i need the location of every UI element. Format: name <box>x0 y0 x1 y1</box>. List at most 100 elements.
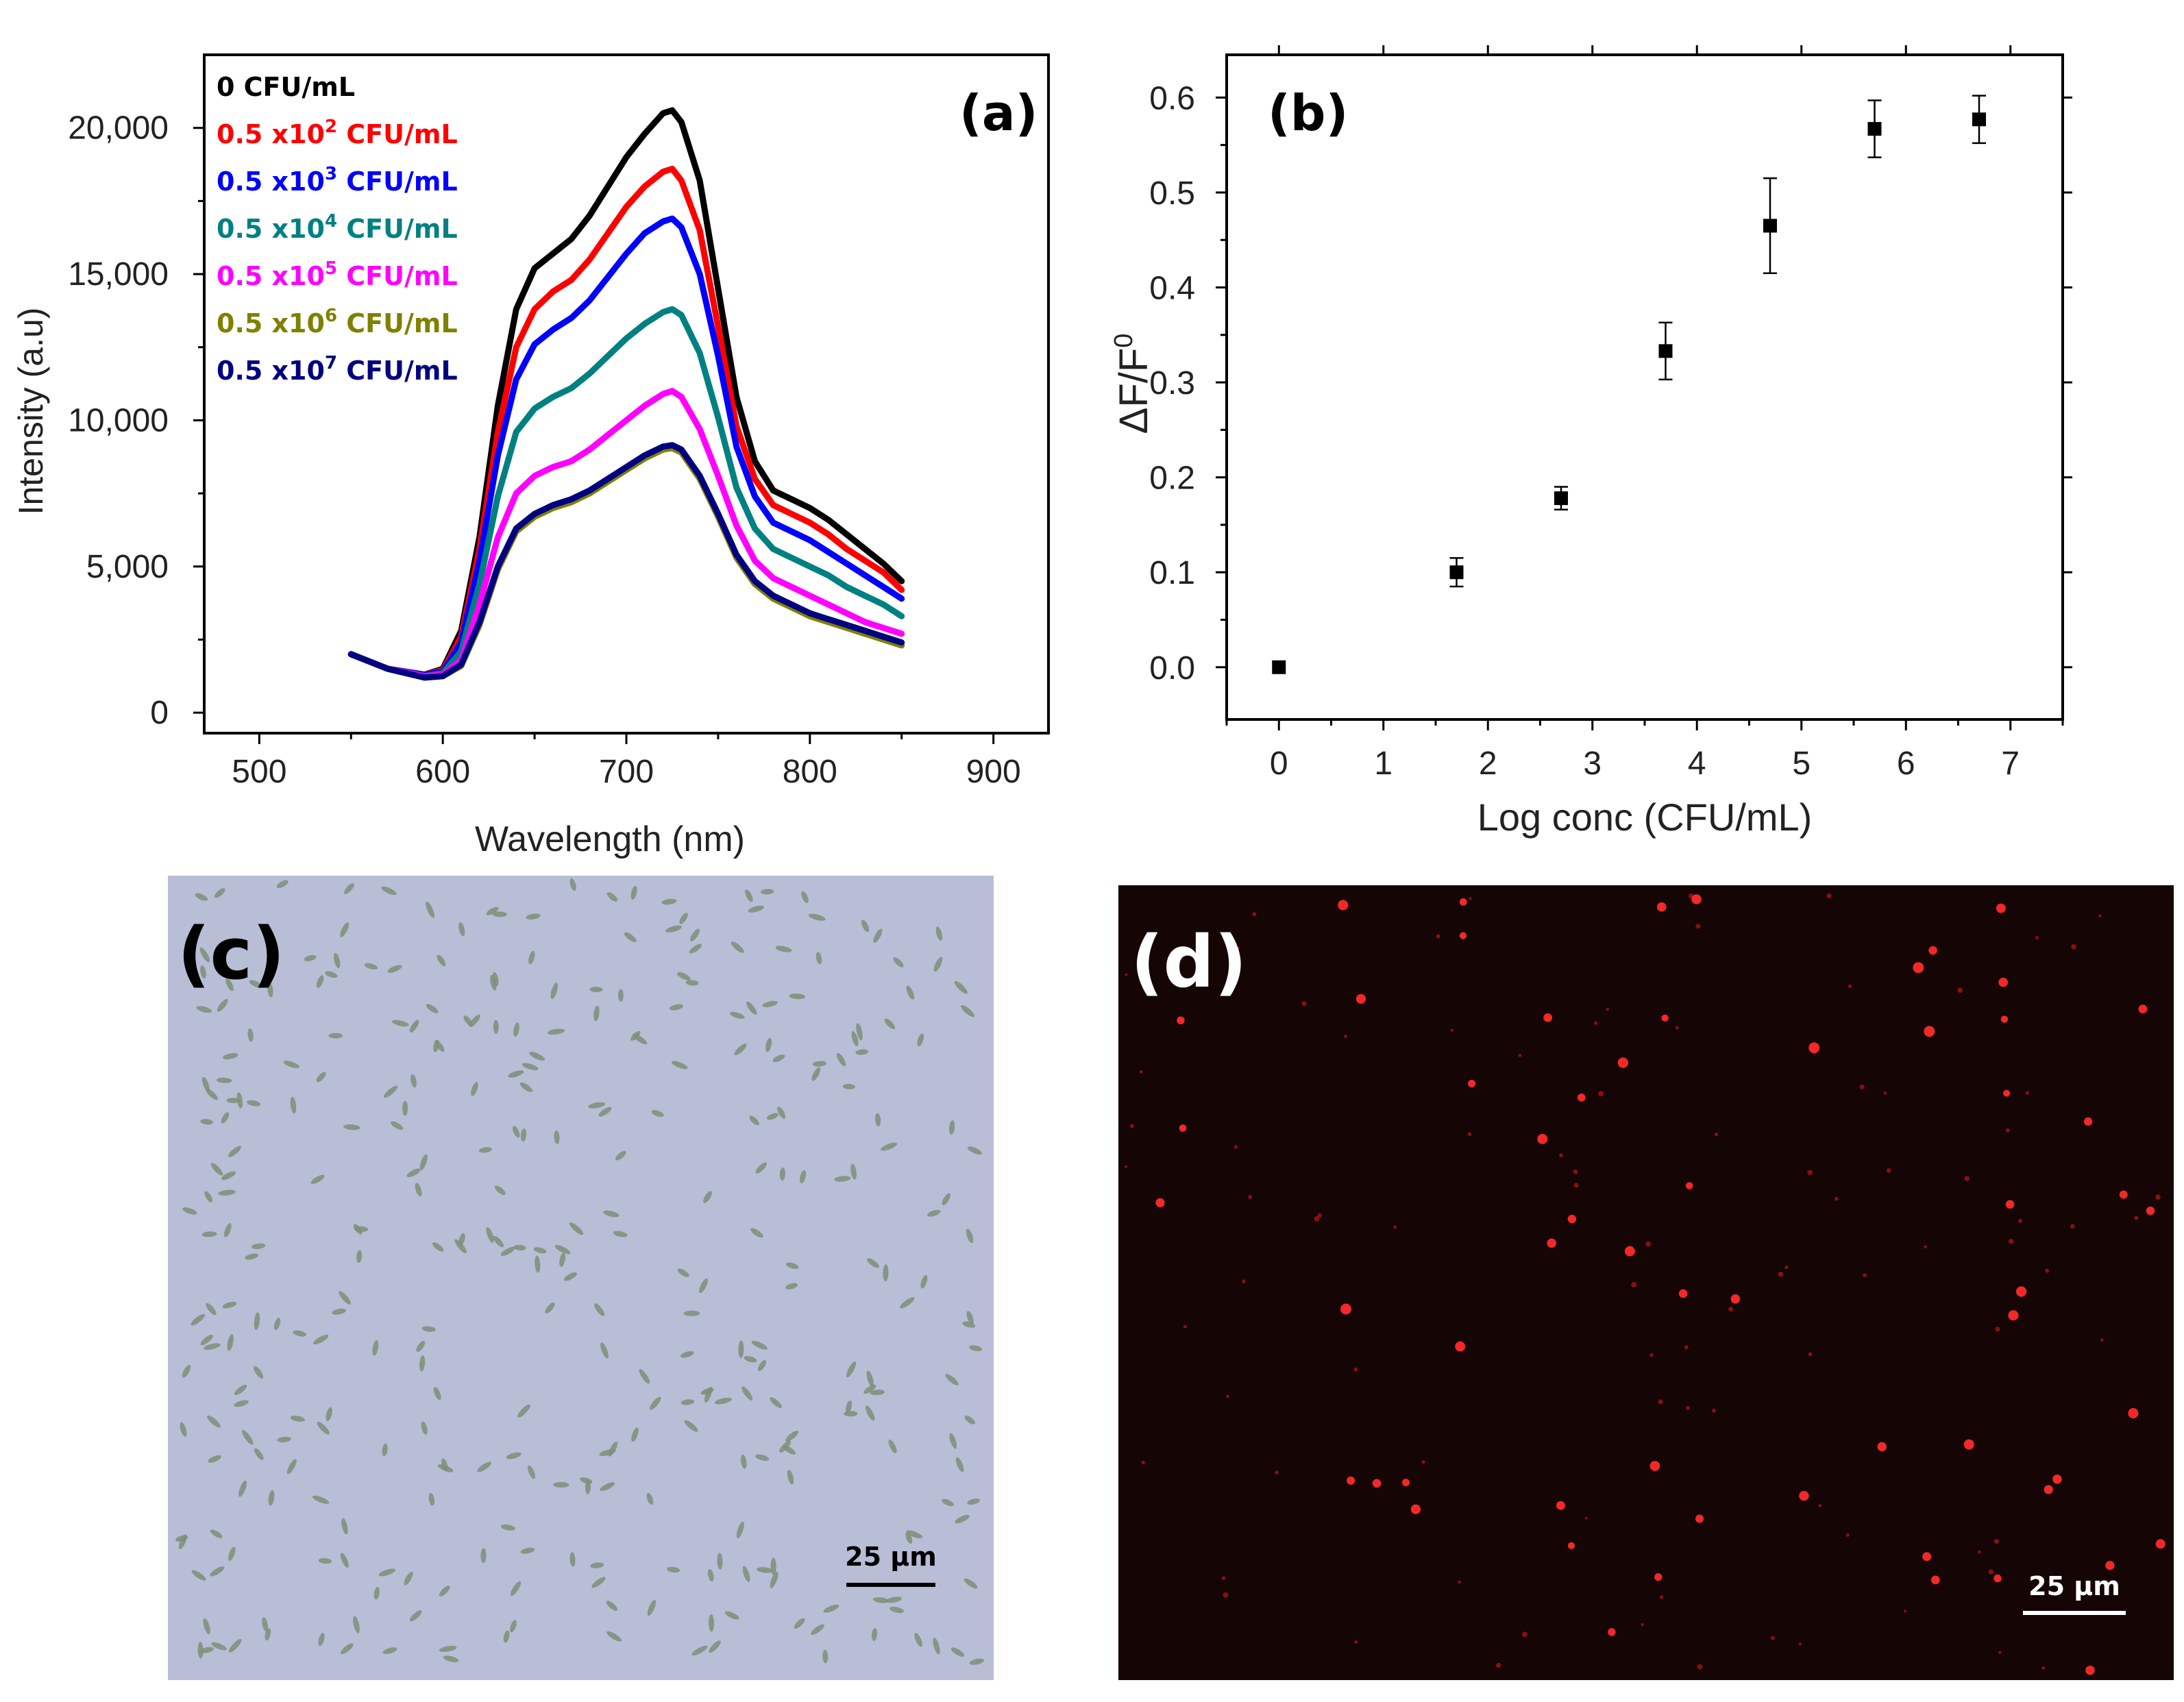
bacterium-cell <box>730 1011 745 1019</box>
bacterium-cell <box>690 928 700 941</box>
bacterium-cell <box>689 944 702 954</box>
fluorescent-spot <box>1459 932 1467 939</box>
bacterium-cell <box>533 1247 547 1254</box>
bacterium-cell <box>856 1023 863 1041</box>
bacterium-cell <box>969 1658 984 1665</box>
fluorescent-spot <box>1826 893 1832 899</box>
bacterium-cell <box>520 1547 535 1554</box>
bacterium-cell <box>378 1568 396 1577</box>
bacterium-cell <box>750 1228 763 1238</box>
bacterium-cell <box>426 901 434 918</box>
bacterium-cell <box>402 1100 408 1116</box>
bacterium-cell <box>569 1552 576 1567</box>
bacterium-cell <box>364 963 378 970</box>
bacterium-cell <box>201 1076 210 1092</box>
bacterium-cell <box>545 1302 555 1314</box>
fluorescent-spot <box>1584 1516 1588 1520</box>
panel-a-legend-entry: 0.5 x102 CFU/mL <box>217 116 458 149</box>
panel-b-y-tick-label: 0.3 <box>1149 365 1195 402</box>
bacterium-cell <box>508 1070 524 1078</box>
bacterium-cell <box>969 1345 983 1352</box>
bacterium-cell <box>439 1645 457 1652</box>
bacterium-cell <box>846 1400 852 1414</box>
bacterium-cell <box>667 1566 680 1573</box>
bacterium-cell <box>683 1310 700 1316</box>
bacterium-cell <box>290 1416 305 1422</box>
fluorescent-spot <box>1988 1569 1994 1575</box>
fluorescent-spot <box>2070 1224 2075 1229</box>
bacterium-cell <box>884 1018 896 1030</box>
panel-a-legend-unit: CFU/mL <box>337 261 458 291</box>
fluorescent-spot <box>1155 1198 1165 1207</box>
panel-a-legend: 0 CFU/mL0.5 x102 CFU/mL0.5 x103 CFU/mL0.… <box>217 72 458 386</box>
bacterium-cell <box>522 1063 539 1071</box>
fluorescent-spot <box>1567 1214 1577 1224</box>
fluorescent-spot <box>1317 1213 1323 1218</box>
bacterium-cell <box>226 1098 241 1104</box>
bacterium-cell <box>741 1386 753 1401</box>
panel-a-legend-base: 0.5 x10 <box>217 166 325 197</box>
bacterium-cell <box>228 1146 241 1157</box>
bacterium-cell <box>967 1146 982 1155</box>
bacterium-cell <box>506 1452 522 1459</box>
panel-b-x-ticks: 0 1 2 3 4 5 6 7 <box>1225 45 2064 782</box>
fluorescent-spot <box>2025 1091 2029 1095</box>
panel-a-x-ticks: 500 600 700 800 900 <box>232 733 1021 790</box>
bacterium-cell <box>823 1604 839 1613</box>
bacterium-cell <box>757 1567 773 1573</box>
fluorescent-spot <box>1354 1640 1358 1644</box>
fluorescent-spot <box>1236 946 1240 950</box>
bacterium-cell <box>317 1421 330 1435</box>
bacterium-cell <box>184 934 192 950</box>
panel-a-legend-base: 0.5 x10 <box>217 214 325 244</box>
bacterium-cell <box>341 1518 348 1535</box>
bacterium-cell <box>865 1405 875 1421</box>
bacterium-cell <box>677 1268 689 1277</box>
fluorescent-spot <box>1848 984 1852 989</box>
panel-a-legend-entry: 0.5 x106 CFU/mL <box>217 306 458 338</box>
panel-b-plot-frame <box>1225 53 2064 721</box>
bacterium-cell <box>340 922 349 937</box>
bacterium-cell <box>218 1189 236 1196</box>
fluorescent-spot <box>1928 946 1937 955</box>
panel-a-legend-exponent: 7 <box>325 353 337 373</box>
fluorescent-spot <box>2138 1004 2148 1013</box>
bacterium-cell <box>639 1369 650 1384</box>
bacterium-cell <box>216 1077 232 1083</box>
bacterium-cell <box>318 1633 325 1646</box>
fluorescent-spot <box>1659 1595 1664 1599</box>
bacterium-cell <box>742 1566 750 1582</box>
bacterium-cell <box>381 886 397 896</box>
bacterium-cell <box>428 1493 435 1506</box>
bacterium-cell <box>373 1587 380 1600</box>
bacterium-cell <box>458 1233 465 1246</box>
fluorescent-spot <box>1141 1460 1145 1464</box>
panel-d-label: (d) <box>1131 920 1247 1004</box>
fluorescent-spot <box>1645 1241 1651 1247</box>
fluorescent-spot <box>1654 1572 1662 1581</box>
bacterium-cell <box>245 1253 258 1260</box>
bacterium-cell <box>513 1244 526 1250</box>
bacterium-cell <box>933 957 943 972</box>
bacterium-cell <box>437 954 446 967</box>
fluorescent-spot <box>1883 1091 1887 1095</box>
panel-a-legend-base: 0.5 x10 <box>217 308 325 338</box>
bacterium-cell <box>680 1399 695 1405</box>
fluorescent-spot <box>1808 1352 1813 1357</box>
bacterium-cell <box>736 1521 744 1539</box>
bacterium-cell <box>406 1168 421 1177</box>
fluorescent-spot <box>1886 1168 1891 1173</box>
fluorescent-spot <box>1547 1238 1557 1248</box>
bacterium-cell <box>175 1535 188 1542</box>
bacterium-cell <box>416 1340 426 1353</box>
panel-a-legend-exponent: 5 <box>325 258 337 279</box>
fluorescent-spot <box>1771 1636 1775 1640</box>
bacterium-cell <box>214 888 225 898</box>
bacterium-cell <box>761 889 774 895</box>
bacterium-cell <box>254 1312 260 1331</box>
bacterium-cell <box>885 1596 902 1603</box>
bacterium-cell <box>945 1374 959 1385</box>
fluorescent-spot <box>2155 1539 2165 1549</box>
panel-b-data-point <box>1554 491 1568 506</box>
fluorescent-spot <box>2105 1560 2115 1570</box>
